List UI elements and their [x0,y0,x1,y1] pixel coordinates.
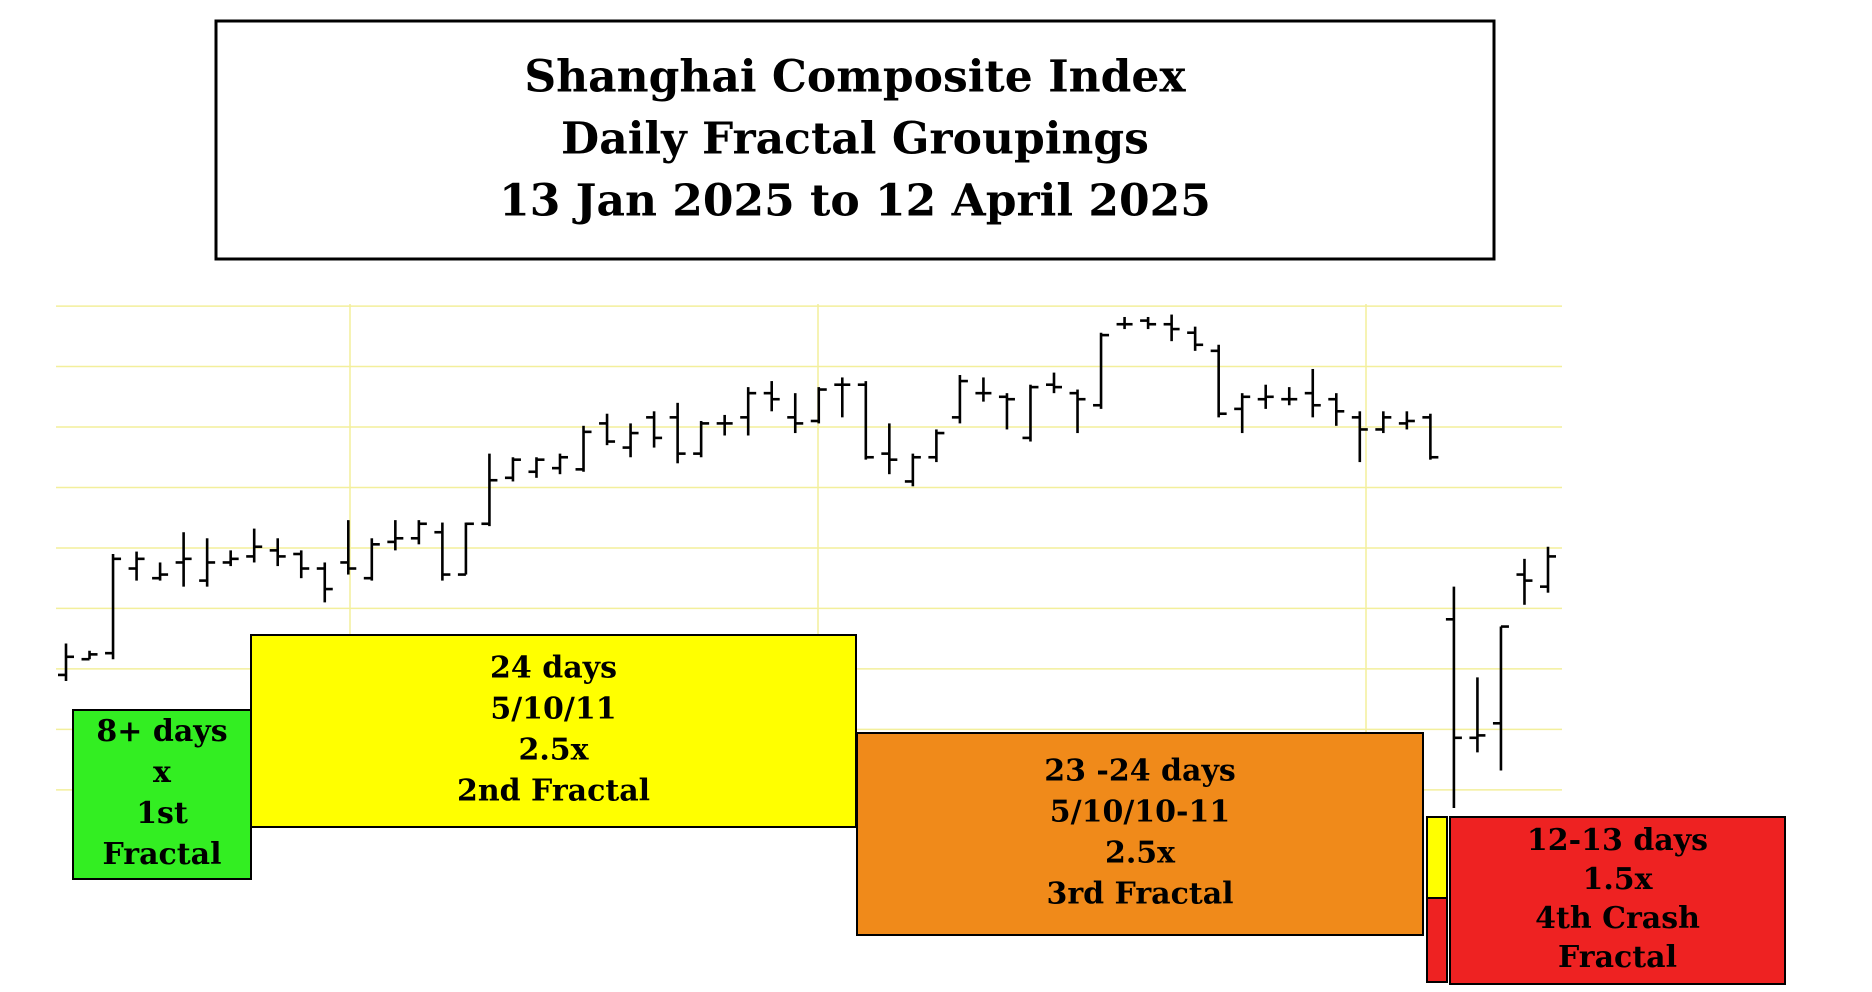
annotation-text: 23 -24 days [1044,754,1236,789]
annotation-text: Fractal [1558,940,1677,975]
annotation-text: 5/10/11 [490,692,616,727]
annotation: 12-13 days 1.5x 4th Crash Fractal [1449,816,1786,985]
annotation-text: 1st [136,796,188,831]
annotation: 23 -24 days 5/10/10-11 2.5x 3rd Fractal [856,732,1424,936]
annotation-text: 2nd Fractal [457,774,650,809]
annotation-text: 1.5x [1582,862,1653,897]
annotation-text: 3rd Fractal [1046,877,1233,912]
annotation-box [250,634,857,828]
marker-block [1426,816,1448,899]
annotation-text: 5/10/10-11 [1050,795,1230,830]
annotation-box [72,709,252,880]
annotation: 8+ days x 1st Fractal [72,709,252,880]
chart-subtitle: Daily Fractal Groupings [561,114,1149,165]
chart-title: Shanghai Composite Index [524,52,1186,103]
annotation-box [1449,816,1786,985]
title-box [214,19,1496,261]
annotation: 24 days 5/10/11 2.5x 2nd Fractal [250,634,857,828]
annotation-text: x [153,755,172,790]
marker-block [1426,897,1448,983]
annotation-text: 2.5x [1105,836,1176,871]
annotation-text: Fractal [103,837,222,872]
annotation-text: 8+ days [96,714,227,749]
chart-period: 13 Jan 2025 to 12 April 2025 [499,176,1211,227]
annotation-text: 2.5x [518,733,589,768]
annotation-text: 24 days [490,651,617,686]
annotation-text: 4th Crash [1535,901,1700,936]
annotation-box [856,732,1424,936]
annotation-text: 12-13 days [1527,823,1708,858]
